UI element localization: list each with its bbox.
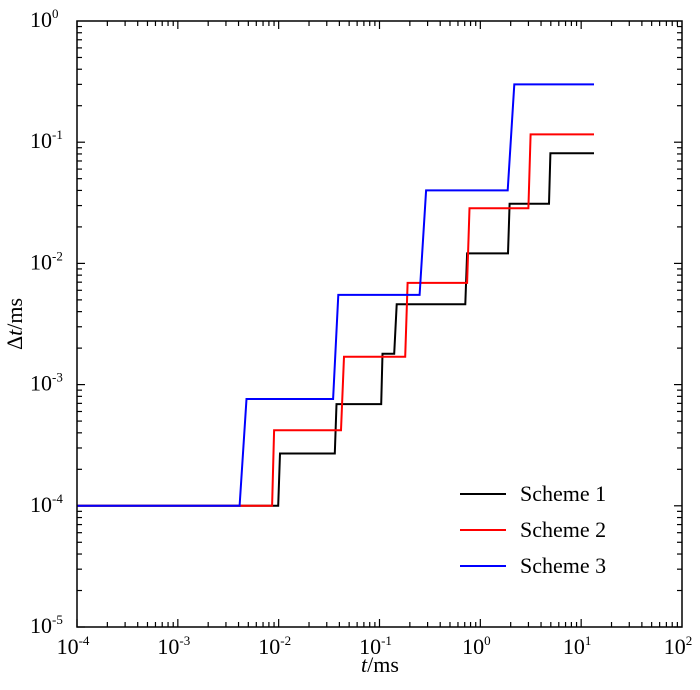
- legend: Scheme 1 Scheme 2 Scheme 3: [460, 481, 606, 578]
- x-tick-label: 10-1: [359, 633, 392, 659]
- plot-frame: [76, 20, 683, 628]
- y-tick-label: 100: [30, 6, 59, 32]
- x-tick-label: 10-2: [258, 633, 291, 659]
- x-tick-label: 100: [462, 633, 491, 659]
- legend-label: Scheme 1: [520, 481, 606, 506]
- legend-label: Scheme 2: [520, 517, 606, 542]
- series-line-3: [77, 83, 594, 507]
- x-tick-labels: 10-4 10-3 10-2 10-1 100 101 102: [57, 633, 693, 659]
- y-tick-label: 10-4: [30, 491, 63, 517]
- x-tick-label: 10-3: [157, 633, 190, 659]
- legend-label: Scheme 3: [520, 553, 606, 578]
- x-tick-label: 102: [664, 633, 693, 659]
- x-tick-label: 10-4: [57, 633, 90, 659]
- series-lines: [77, 83, 594, 507]
- x-tick-label: 101: [563, 633, 592, 659]
- series-line-1: [77, 152, 594, 507]
- y-tick-label: 10-3: [30, 370, 63, 396]
- y-tick-label: 10-5: [30, 612, 63, 638]
- axis-ticks: [76, 21, 682, 628]
- y-tick-label: 10-2: [30, 248, 63, 274]
- y-tick-labels: 10-5 10-4 10-3 10-2 10-1 100: [30, 6, 63, 638]
- x-axis-label: t/ms: [361, 652, 399, 677]
- y-axis-label: Δt/ms: [2, 298, 27, 350]
- y-tick-label: 10-1: [30, 127, 63, 153]
- series-line-2: [77, 133, 594, 507]
